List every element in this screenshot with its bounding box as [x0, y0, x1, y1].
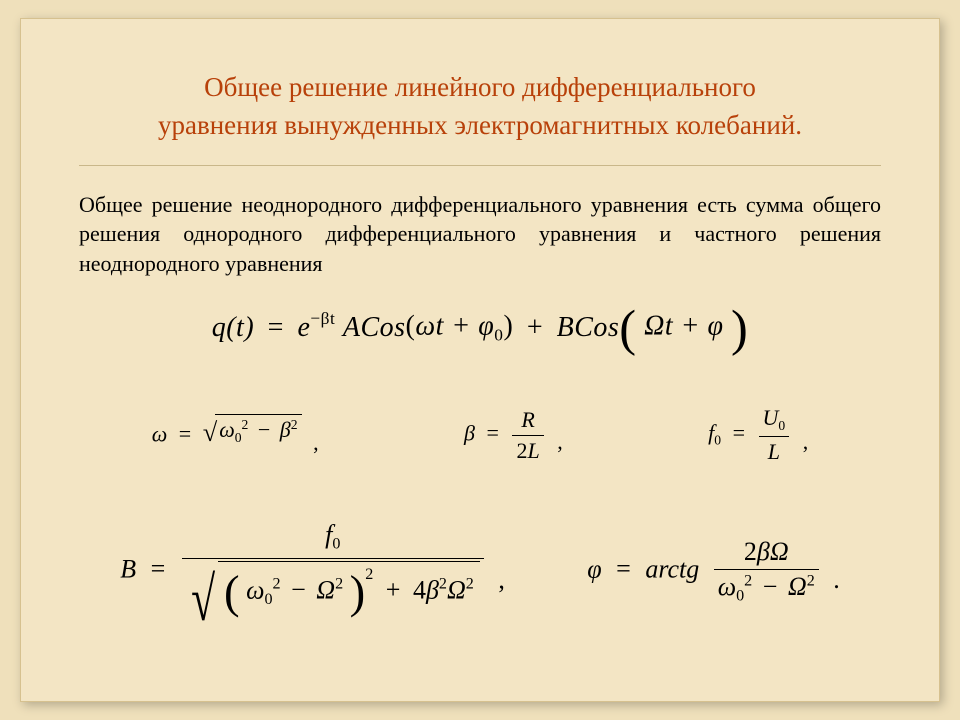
eq-f0-num-sub: 0	[778, 418, 785, 433]
eq-phi-equals: =	[616, 554, 631, 583]
eq-B-den-b: Ω	[316, 575, 335, 604]
eq-term1-func: Cos	[360, 312, 405, 344]
eq-lhs: q(t)	[212, 312, 254, 344]
eq-beta: β = R 2L ,	[464, 407, 563, 464]
eq-B-den-plus: +	[386, 575, 401, 604]
eq-phi-den-b: Ω	[788, 572, 807, 601]
eq-f0-den: L	[759, 437, 790, 465]
eq-phi-fn: arctg	[645, 554, 699, 583]
eq-phi-num-Omega: Ω	[770, 537, 789, 566]
eq-phi-num-2: 2	[744, 537, 757, 566]
eq-phi: φ = arctg 2βΩ ω02 − Ω2 .	[587, 537, 840, 606]
eq-f0: f0 = U0 L ,	[708, 405, 808, 465]
slide-title: Общее решение линейного дифференциальног…	[79, 69, 881, 145]
eq-B: B = f0 √ ( ω02 − Ω2 )2 +	[120, 520, 505, 623]
eq-term1-arg: ωt + φ	[415, 310, 494, 341]
equation-main: q(t) = e−βt ACos(ωt + φ0) + BCos( Ωt + φ…	[79, 309, 881, 345]
equation-row-2: B = f0 √ ( ω02 − Ω2 )2 +	[79, 520, 881, 623]
eq-f0-frac: U0 L	[759, 405, 790, 465]
eq-phi-den-a-sup: 2	[744, 572, 752, 589]
eq-plus: +	[527, 312, 543, 344]
eq-B-den-beta-sup: 2	[439, 575, 447, 592]
eq-term2-arg: Ωt + φ	[644, 310, 723, 341]
eq-B-den-b-sup: 2	[335, 575, 343, 592]
eq-B-den-beta: β	[426, 575, 439, 604]
eq-phi-num-beta: β	[757, 537, 770, 566]
eq-B-num-sub: 0	[332, 536, 340, 553]
eq-B-den-outer-sup: 2	[365, 566, 373, 583]
eq-f0-num: U	[763, 405, 779, 430]
eq-phi-lhs: φ	[587, 554, 601, 583]
eq-phi-den-b-sup: 2	[807, 572, 815, 589]
title-rule	[79, 165, 881, 166]
eq-exp-power: −βt	[310, 309, 335, 328]
eq-B-den-a-sup: 2	[273, 575, 281, 592]
eq-omega-sqrt: √ ω02 − β2	[203, 414, 302, 446]
eq-phi-den-minus: −	[763, 572, 778, 601]
eq-omega-minus: −	[258, 417, 270, 442]
body-paragraph: Общее решение неоднородного дифференциал…	[79, 190, 881, 279]
title-line-1: Общее решение линейного дифференциальног…	[204, 72, 756, 102]
eq-omega-b: β	[280, 417, 291, 442]
eq-B-sqrt: √ ( ω02 − Ω2 )2 + 4β2Ω2	[186, 561, 480, 623]
eq-f0-lhs-sub: 0	[714, 433, 721, 448]
eq-beta-frac: R 2L	[512, 407, 543, 464]
eq-B-den-minus: −	[291, 575, 306, 604]
eq-term2-func: Cos	[574, 312, 619, 344]
eq-omega-a-sub: 0	[235, 430, 242, 445]
eq-phi-den-a-sub: 0	[736, 588, 744, 605]
eq-omega: ω = √ ω02 − β2 ,	[152, 414, 319, 456]
eq-beta-lhs: β	[464, 420, 475, 445]
eq-B-equals: =	[151, 554, 166, 583]
eq-omega-b-sup: 2	[291, 417, 298, 432]
eq-B-den-Omega: Ω	[447, 575, 466, 604]
eq-omega-a-sup: 2	[242, 417, 249, 432]
eq-B-lhs: B	[120, 554, 136, 583]
title-line-2: уравнения вынужденных электромагнитных к…	[158, 110, 802, 140]
eq-B-den-4: 4	[413, 575, 426, 604]
eq-beta-equals: =	[487, 420, 499, 445]
eq-term2-amp: B	[557, 312, 575, 344]
eq-B-den-Omega-sup: 2	[466, 575, 474, 592]
eq-B-den-a: ω	[246, 575, 264, 604]
eq-omega-a: ω	[219, 417, 235, 442]
eq-f0-equals: =	[733, 420, 745, 445]
eq-B-den-a-sub: 0	[264, 591, 272, 608]
eq-equals: =	[268, 312, 284, 344]
eq-beta-num: R	[512, 407, 543, 436]
eq-beta-den-2: 2	[516, 438, 527, 463]
slide-page: Общее решение линейного дифференциальног…	[20, 18, 940, 702]
eq-omega-lhs: ω	[152, 421, 168, 446]
eq-B-frac: f0 √ ( ω02 − Ω2 )2 + 4β2Ω2	[182, 520, 484, 623]
equation-row-3: ω = √ ω02 − β2 , β = R 2L ,	[79, 405, 881, 465]
eq-exp-base: e	[297, 312, 310, 344]
eq-beta-den-L: L	[527, 438, 539, 463]
eq-omega-equals: =	[179, 421, 191, 446]
eq-phi-den-a: ω	[718, 572, 736, 601]
eq-phi-frac: 2βΩ ω02 − Ω2	[714, 537, 819, 606]
eq-term1-amp: A	[343, 312, 361, 344]
